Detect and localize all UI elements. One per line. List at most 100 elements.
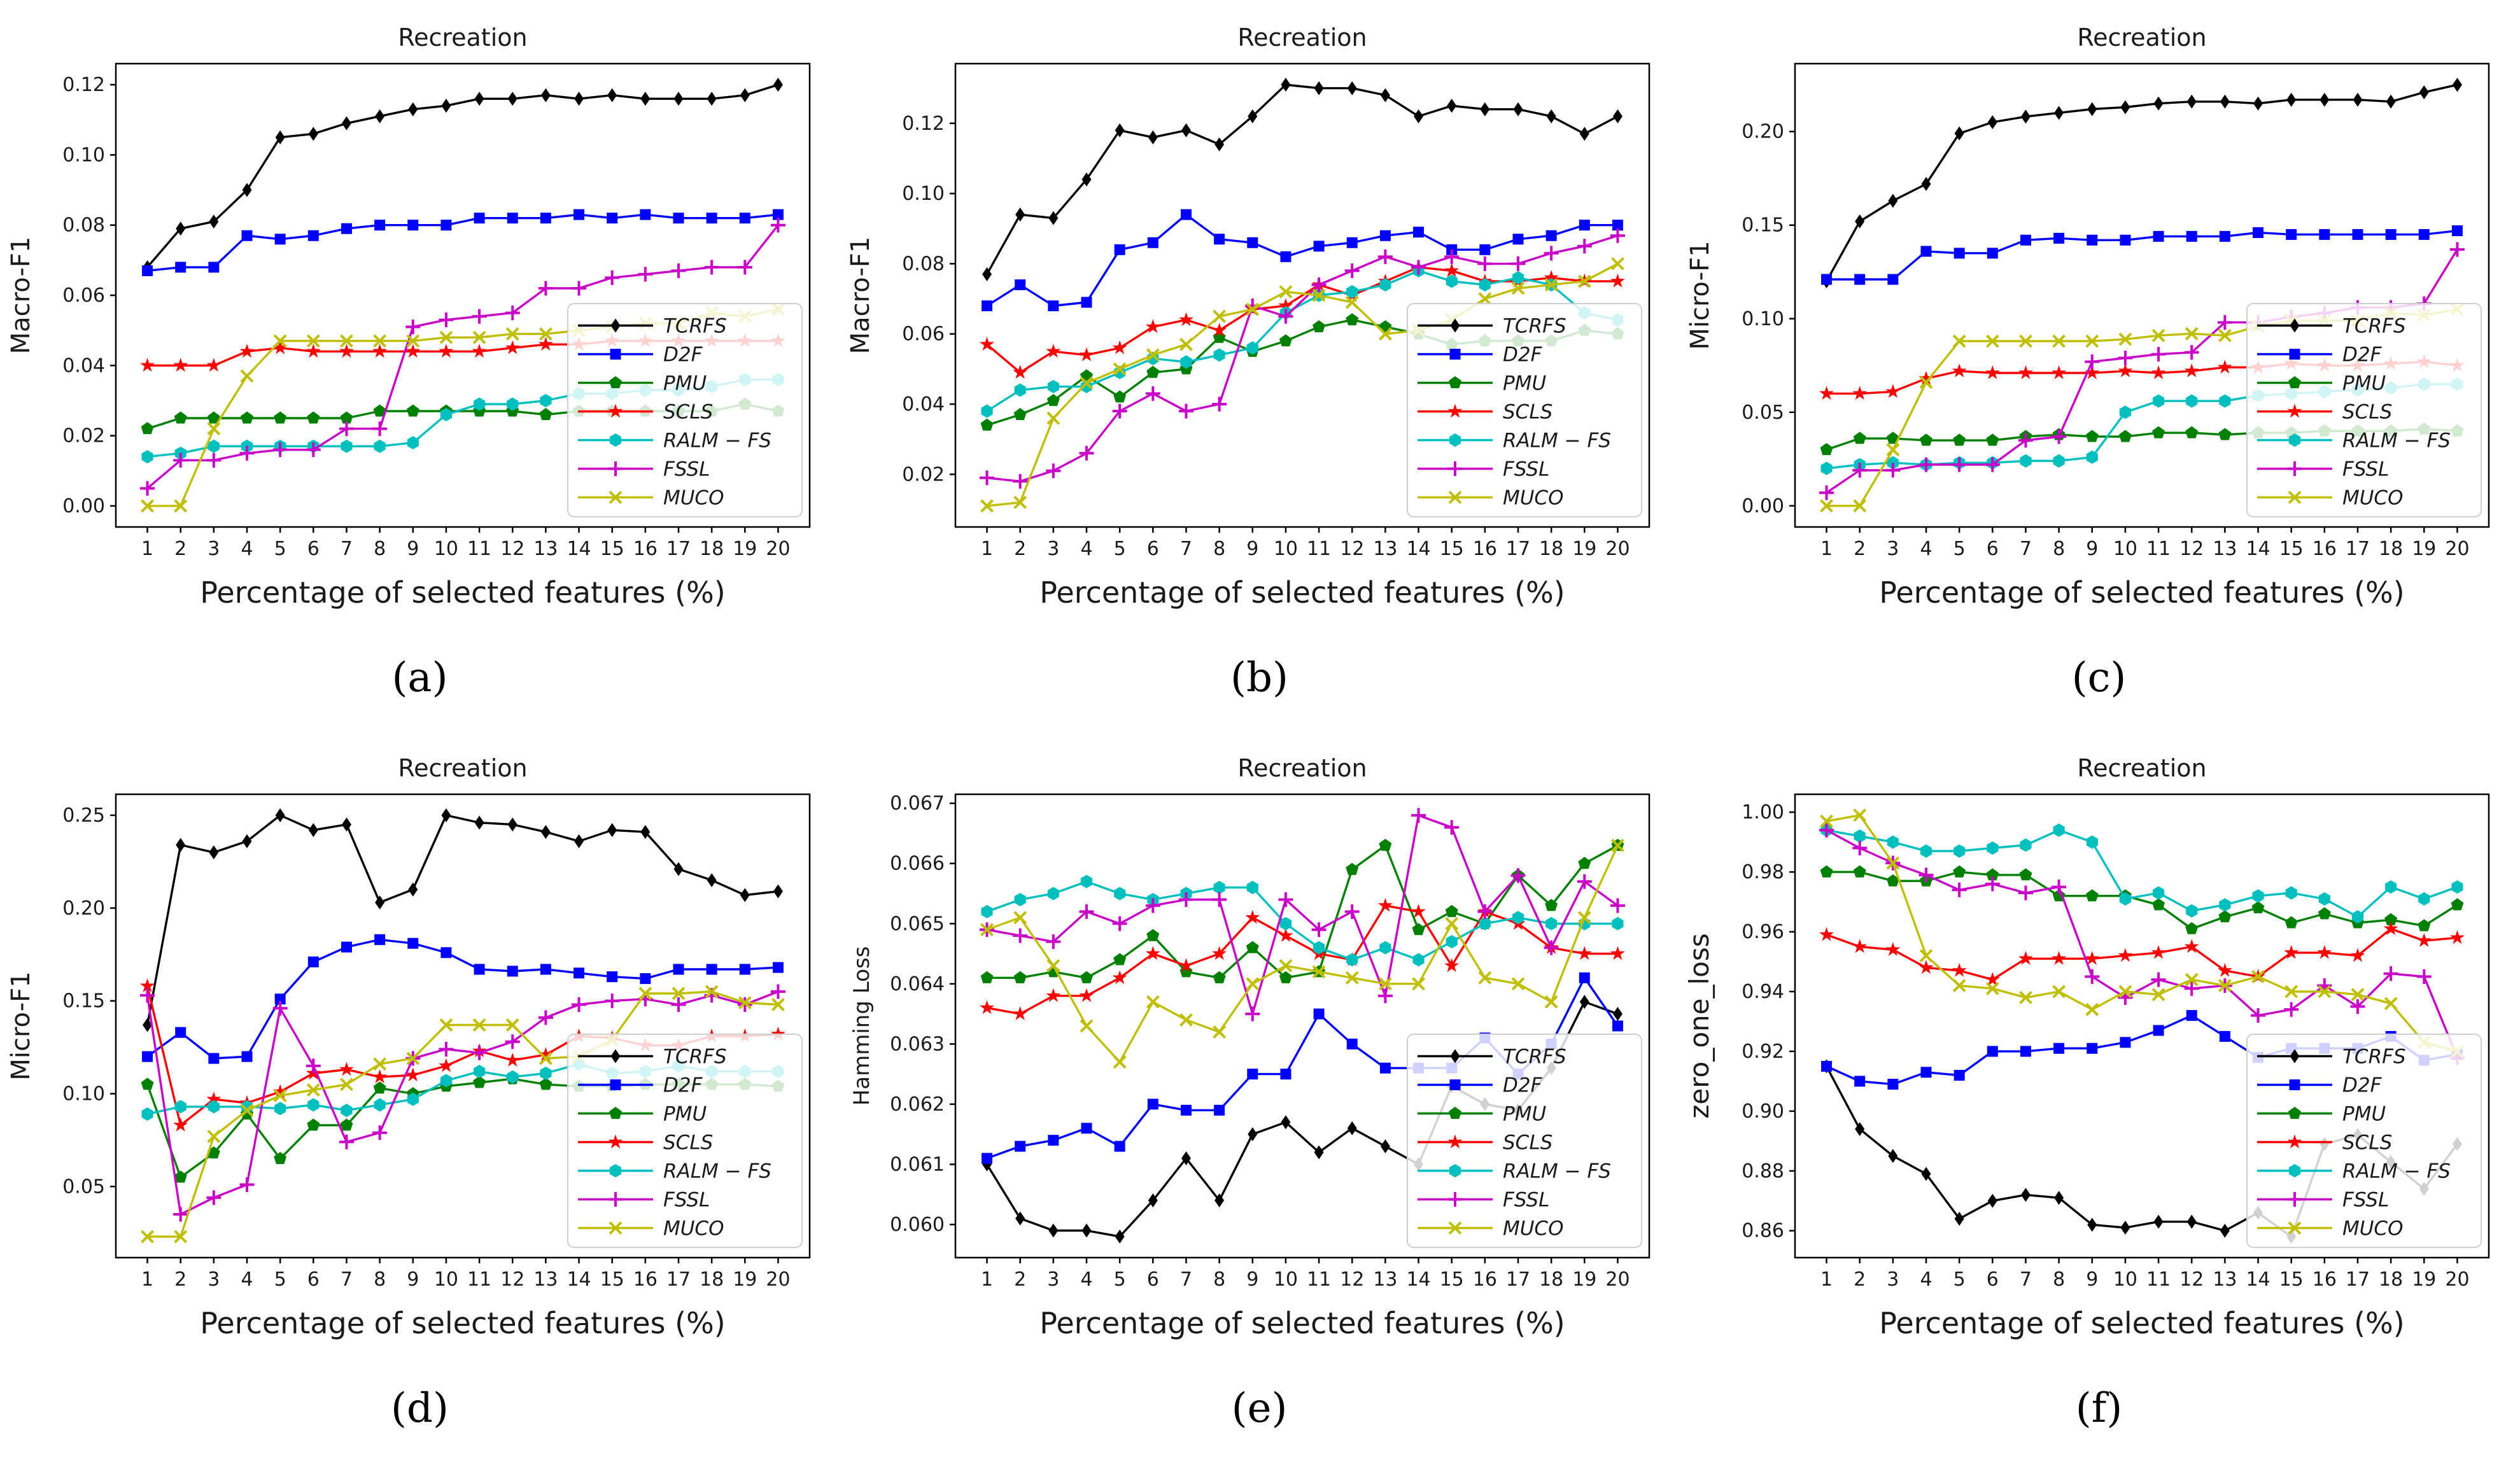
svg-text:4: 4 [1920,1268,1932,1291]
svg-text:13: 13 [1373,1268,1397,1291]
svg-text:11: 11 [467,1268,491,1291]
svg-text:0.04: 0.04 [62,354,105,377]
svg-text:0.06: 0.06 [902,323,945,346]
svg-text:0.02: 0.02 [902,463,945,486]
svg-text:SCLS: SCLS [663,401,713,424]
svg-text:Recreation: Recreation [398,24,527,52]
svg-text:11: 11 [2146,1268,2171,1291]
svg-text:11: 11 [1307,538,1331,560]
svg-text:FSSL: FSSL [1503,1189,1549,1212]
svg-text:0.20: 0.20 [62,897,105,920]
svg-text:5: 5 [1114,1268,1126,1291]
svg-text:18: 18 [2379,1268,2403,1291]
svg-text:8: 8 [1213,1268,1225,1291]
svg-text:0.065: 0.065 [890,913,945,935]
svg-text:5: 5 [1953,538,1966,560]
svg-text:12: 12 [1340,538,1364,560]
svg-text:3: 3 [1047,538,1059,560]
svg-text:12: 12 [2179,1268,2204,1291]
svg-text:17: 17 [2346,1268,2370,1291]
svg-text:20: 20 [766,1268,790,1291]
svg-text:4: 4 [1080,1268,1092,1291]
svg-text:0.00: 0.00 [1742,495,1784,517]
svg-text:0.04: 0.04 [902,393,945,416]
svg-text:0.96: 0.96 [1742,921,1784,943]
svg-text:6: 6 [307,1268,320,1291]
svg-text:19: 19 [1572,538,1596,560]
subplot-caption: (b) [1230,654,1288,701]
svg-text:3: 3 [1887,538,1899,560]
svg-text:1: 1 [981,538,993,560]
svg-text:RALM − FS: RALM − FS [1503,430,1611,453]
svg-text:6: 6 [1147,538,1159,560]
svg-text:17: 17 [1506,538,1530,560]
svg-text:3: 3 [1887,1268,1899,1291]
svg-text:0.061: 0.061 [890,1153,945,1176]
svg-text:D2F: D2F [2342,344,2383,367]
svg-text:0.062: 0.062 [890,1093,945,1116]
svg-text:13: 13 [2213,1268,2237,1291]
chart-micro-f1-c: Recreation Micro-F1 Percentage of selected… [1686,24,2490,610]
svg-text:TCRFS: TCRFS [1503,315,1566,338]
svg-text:7: 7 [341,538,353,560]
svg-text:1: 1 [141,1268,153,1291]
svg-text:17: 17 [666,538,691,560]
svg-text:2: 2 [174,538,187,560]
svg-text:3: 3 [208,1268,220,1291]
svg-text:16: 16 [1473,538,1497,560]
svg-text:SCLS: SCLS [663,1132,713,1155]
svg-text:5: 5 [1953,1268,1966,1291]
svg-text:20: 20 [2445,1268,2469,1291]
svg-text:FSSL: FSSL [2342,458,2389,481]
svg-text:2: 2 [1014,538,1026,560]
svg-text:15: 15 [600,1268,624,1291]
svg-text:9: 9 [2086,538,2098,560]
svg-text:FSSL: FSSL [663,1189,710,1212]
svg-text:RALM − FS: RALM − FS [2342,430,2451,453]
svg-text:D2F: D2F [1503,344,1543,367]
svg-text:15: 15 [2279,538,2304,560]
subplot-caption: (e) [1231,1385,1288,1432]
chart-hamming-loss-e: Recreation Hamming Loss Percentage of sele… [849,754,1651,1340]
svg-text:17: 17 [666,1268,691,1291]
svg-text:RALM − FS: RALM − FS [2342,1160,2451,1183]
svg-text:17: 17 [2346,538,2370,560]
svg-text:16: 16 [633,1268,658,1291]
svg-text:SCLS: SCLS [1503,1132,1552,1155]
svg-text:9: 9 [407,1268,419,1291]
svg-text:9: 9 [2086,1268,2098,1291]
svg-text:TCRFS: TCRFS [2342,315,2406,338]
svg-text:PMU: PMU [2342,372,2386,395]
svg-text:Percentage of selected feature: Percentage of selected features (%) [1879,575,2404,610]
svg-text:9: 9 [1246,538,1258,560]
svg-text:17: 17 [1506,1268,1530,1291]
svg-text:12: 12 [500,538,524,560]
svg-text:8: 8 [374,538,386,560]
svg-text:6: 6 [307,538,320,560]
svg-text:11: 11 [467,538,491,560]
svg-text:Hamming Loss: Hamming Loss [849,946,875,1106]
svg-text:20: 20 [1605,538,1630,560]
svg-text:PMU: PMU [1503,372,1546,395]
svg-text:12: 12 [500,1268,524,1291]
svg-text:D2F: D2F [663,1074,703,1097]
svg-text:14: 14 [2246,538,2270,560]
subplot-grid: Recreation Macro-F1 Percentage of selected… [0,14,2520,1475]
svg-text:0.92: 0.92 [1742,1041,1784,1063]
svg-text:14: 14 [2246,1268,2270,1291]
svg-text:1: 1 [141,538,153,560]
svg-text:10: 10 [1274,1268,1298,1291]
svg-text:MUCO: MUCO [663,487,724,510]
svg-text:TCRFS: TCRFS [663,1046,727,1069]
svg-text:7: 7 [2020,1268,2032,1291]
svg-text:20: 20 [766,538,790,560]
svg-text:Recreation: Recreation [1237,754,1367,782]
svg-text:0.05: 0.05 [62,1176,105,1198]
svg-text:19: 19 [733,1268,757,1291]
svg-text:7: 7 [2020,538,2032,560]
svg-text:5: 5 [1114,538,1126,560]
subplot-cell-b: Recreation Macro-F1 Percentage of selected… [840,14,1679,727]
svg-text:11: 11 [1307,1268,1331,1291]
svg-text:Recreation: Recreation [2077,754,2206,782]
